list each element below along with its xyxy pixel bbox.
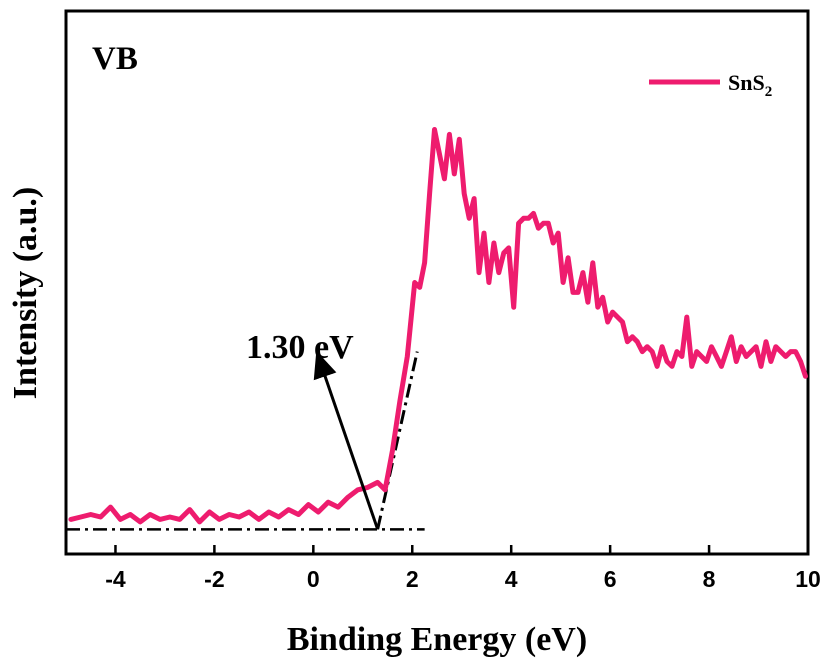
x-tick-label: -2 [204, 566, 224, 592]
plot-frame [64, 9, 810, 556]
panel-label: VB [92, 41, 138, 77]
y-axis-title: Intensity (a.u.) [7, 187, 44, 400]
x-axis-ticks [114, 545, 810, 554]
legend-label-subscript: 2 [765, 84, 773, 100]
legend: SnS2 [649, 70, 772, 100]
x-tick-label: 8 [703, 566, 716, 592]
x-tick-label: -4 [105, 566, 126, 592]
annotation-arrow [313, 350, 380, 530]
tangent-dash-dot-line [376, 351, 419, 530]
x-tick-label: 0 [307, 566, 320, 592]
x-tick-label: 4 [505, 566, 518, 592]
x-tick-label: 10 [795, 566, 821, 592]
series-line-sns2 [68, 127, 808, 525]
x-tick-label: 6 [604, 566, 617, 592]
annotation-label: 1.30 eV [246, 329, 354, 366]
x-tick-label: 2 [406, 566, 419, 592]
x-axis-tick-labels: -4 -2 0 2 4 6 8 10 [105, 566, 821, 592]
legend-label-sns2: SnS2 [728, 70, 772, 100]
legend-label-main: SnS [728, 70, 765, 95]
x-axis-title: Binding Energy (eV) [287, 621, 587, 658]
